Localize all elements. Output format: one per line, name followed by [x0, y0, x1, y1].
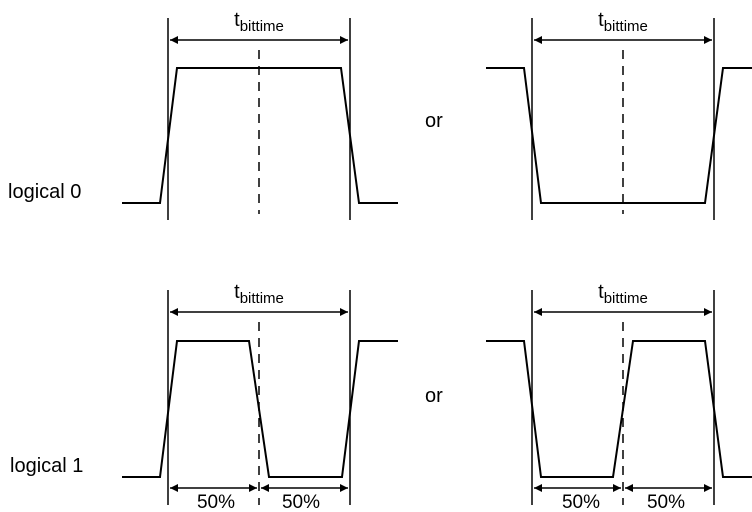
logical-0-label: logical 0 — [8, 181, 81, 203]
waveform — [122, 67, 398, 204]
waveform — [486, 67, 752, 204]
logical-1-label: logical 1 — [10, 455, 83, 477]
waveform — [486, 340, 752, 478]
or-label-bottom: or — [425, 385, 443, 407]
panel-logical0-rising — [122, 18, 398, 220]
bittime-label: tbittime — [234, 9, 284, 35]
half-period-label: 50% — [647, 492, 685, 512]
half-period-label: 50% — [282, 492, 320, 512]
half-period-label: 50% — [562, 492, 600, 512]
waveform — [122, 340, 398, 478]
or-label-top: or — [425, 110, 443, 132]
bittime-label: tbittime — [598, 9, 648, 35]
bittime-label: tbittime — [234, 281, 284, 307]
panel-logical0-falling — [486, 18, 752, 220]
bittime-label: tbittime — [598, 281, 648, 307]
half-period-label: 50% — [197, 492, 235, 512]
panel-logical1-falling — [486, 290, 752, 505]
panel-logical1-rising — [122, 290, 398, 505]
